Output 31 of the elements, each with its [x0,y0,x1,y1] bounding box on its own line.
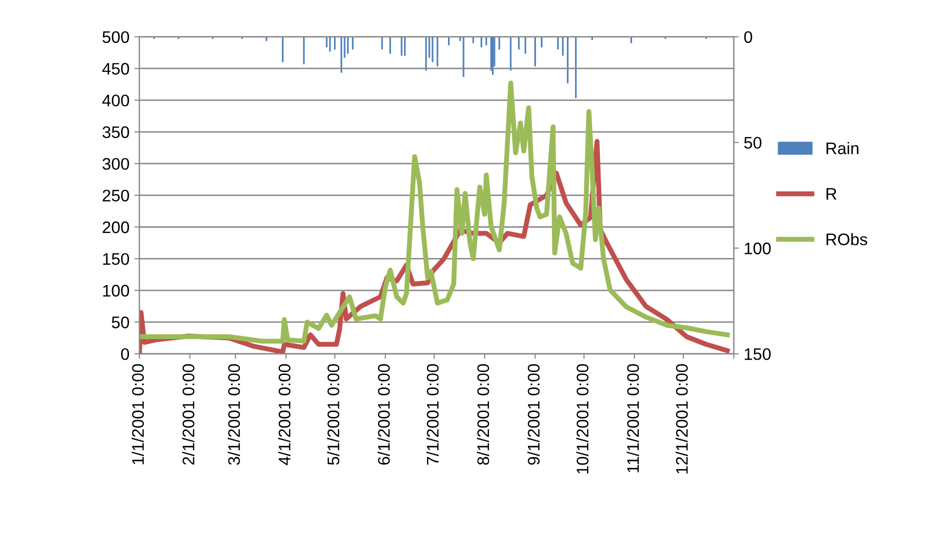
y-tick-label: 250 [102,190,130,202]
y2-tick-label: 100 [744,242,771,254]
x-tick-label: 8/1/2001 0:00 [476,364,490,465]
y-tick-label: 350 [102,126,130,138]
legend-label: RObs [826,233,868,246]
x-tick-label: 3/1/2001 0:00 [228,364,240,465]
y-tick-label: 200 [102,221,130,234]
line-series [139,80,730,344]
legend-label: Rain [826,142,858,154]
x-tick-label: 7/1/2001 0:00 [426,364,439,465]
x-tick-label: 6/1/2001 0:00 [378,364,390,465]
y2-tick-label: 150 [744,348,771,360]
y-tick-label: 450 [102,62,130,75]
x-tick-label: 2/1/2001 0:00 [182,364,194,465]
y-tick-label: 100 [103,284,130,297]
y-tick-label: 500 [102,31,130,43]
x-tick-label: 11/1/2001 0:00 [626,364,639,472]
y-tick-label: 0 [121,348,130,360]
y-tick-label: 400 [102,94,130,106]
y-tick-label: 150 [103,253,130,265]
x-tick-label: 12/1/2001 0:00 [676,364,688,474]
y2-tick-label: 0 [744,31,752,43]
y-tick-label: 300 [102,158,130,170]
x-tick-label: 1/1/2001 0:00 [132,364,144,464]
y-tick-label: 50 [112,316,130,328]
x-tick-label: 9/1/2001 0:00 [527,364,540,465]
x-tick-label: 5/1/2001 0:00 [327,364,340,465]
y2-tick-label: 50 [744,136,762,149]
x-tick-label: 4/1/2001 0:00 [278,364,290,466]
legend-label: R [826,188,836,200]
x-tick-label: 10/1/2001 0:00 [576,364,588,474]
